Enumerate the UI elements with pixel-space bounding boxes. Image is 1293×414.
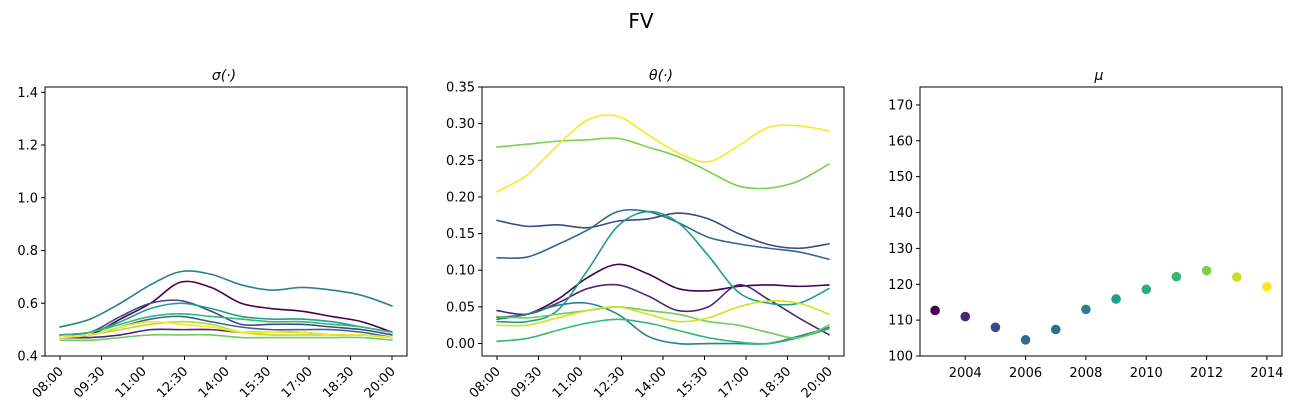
mu-scatter-point [1262, 281, 1272, 292]
sigma-series-line [59, 270, 393, 328]
theta-y-tick-label: 0.10 [446, 264, 475, 279]
sigma-series-line [59, 280, 393, 339]
theta-series-line [496, 301, 830, 345]
theta-series-line [496, 208, 830, 261]
mu-scatter-point [1231, 272, 1242, 282]
mu-x-tick-label: 2012 [1190, 366, 1223, 381]
mu-plot-frame [919, 86, 1283, 357]
sigma-x-tick-label: 20:00 [362, 364, 399, 401]
theta-series-line [496, 300, 830, 327]
sigma-x-tick-label: 15:30 [237, 364, 274, 401]
sigma-series-line [59, 320, 393, 339]
theta-chart-title: θ(·) [649, 68, 673, 84]
theta-series-line [496, 212, 830, 250]
theta-x-tick-label: 08:00 [467, 364, 504, 401]
sigma-series-line [59, 302, 393, 336]
theta-x-tick-label: 18:30 [757, 364, 794, 401]
theta-x-tick-label: 11:00 [550, 364, 587, 401]
sigma-plot-frame [44, 86, 408, 357]
mu-x-tick-label: 2010 [1130, 366, 1163, 381]
sigma-y-tick-label: 1.4 [17, 86, 38, 101]
theta-x-tick-label: 20:00 [799, 364, 836, 401]
sigma-x-tick-label: 08:00 [30, 364, 67, 401]
theta-x-tick-label: 17:00 [716, 364, 753, 401]
mu-y-tick-label: 160 [888, 134, 913, 149]
sigma-series-line [59, 333, 393, 342]
sigma-x-tick-label: 14:00 [196, 364, 233, 401]
mu-scatter-point [960, 311, 971, 322]
theta-y-tick-label: 0.25 [446, 154, 475, 169]
theta-y-tick-label: 0.05 [446, 300, 475, 315]
sigma-y-tick-label: 1.2 [17, 139, 38, 154]
sigma-x-tick-label: 17:00 [279, 364, 316, 401]
mu-scatter-point [1171, 271, 1182, 282]
mu-chart-title: μ [1094, 68, 1104, 84]
theta-series-line [496, 137, 830, 190]
theta-series-line [496, 114, 830, 193]
sigma-x-tick-label: 11:00 [113, 364, 150, 401]
theta-x-tick-label: 14:00 [633, 364, 670, 401]
theta-y-tick-label: 0.00 [446, 337, 475, 352]
sigma-y-tick-label: 0.4 [17, 350, 38, 365]
mu-x-tick-label: 2014 [1250, 366, 1283, 381]
mu-y-tick-label: 140 [888, 206, 913, 221]
mu-chart: μ 100 110 120 130 140 150 160 170 2004 2006 2008 20… [888, 68, 1283, 381]
sigma-chart: σ(·) 0.4 0.6 0.8 1.0 1.2 1.4 08:00 09:30 11:00 12… [17, 68, 408, 401]
sigma-x-tick-label: 12:30 [154, 364, 191, 401]
sigma-y-tick-label: 0.6 [17, 297, 38, 312]
sigma-series-line [59, 313, 393, 336]
theta-chart: θ(·) 0.00 0.05 0.10 0.15 0.20 0.25 0.30 0.35 08:… [446, 68, 845, 401]
theta-x-tick-label: 09:30 [508, 364, 545, 401]
theta-plot-frame [481, 86, 845, 357]
sigma-chart-title: σ(·) [212, 68, 236, 84]
mu-y-tick-label: 170 [888, 98, 913, 113]
mu-y-tick-label: 110 [888, 314, 913, 329]
theta-series-line [496, 318, 830, 345]
theta-y-tick-label: 0.20 [446, 190, 475, 205]
figure-title: FV [628, 9, 654, 33]
theta-series-line [496, 210, 830, 324]
mu-scatter-point [1020, 335, 1031, 345]
mu-x-tick-label: 2006 [1009, 366, 1042, 381]
theta-y-tick-label: 0.15 [446, 227, 475, 242]
sigma-x-tick-label: 09:30 [71, 364, 108, 401]
mu-x-tick-label: 2008 [1069, 366, 1102, 381]
theta-x-tick-label: 12:30 [591, 364, 628, 401]
sigma-y-tick-label: 0.8 [17, 244, 38, 259]
theta-x-tick-label: 15:30 [674, 364, 711, 401]
theta-series-line [496, 306, 830, 339]
mu-scatter-point [1081, 304, 1091, 315]
mu-y-tick-label: 120 [888, 278, 913, 293]
sigma-x-tick-label: 18:30 [320, 364, 357, 401]
mu-y-tick-label: 100 [888, 350, 913, 365]
sigma-y-tick-label: 1.0 [17, 191, 38, 206]
mu-scatter-point [1141, 284, 1152, 295]
mu-scatter-point [1050, 324, 1061, 335]
mu-y-tick-label: 130 [888, 242, 913, 257]
theta-series-line [496, 263, 830, 318]
mu-scatter-point [990, 322, 1001, 333]
mu-y-tick-label: 150 [888, 170, 913, 185]
mu-scatter-point [930, 305, 940, 316]
theta-y-tick-label: 0.35 [446, 81, 475, 96]
mu-scatter-point [1201, 265, 1212, 276]
mu-x-tick-label: 2004 [949, 366, 982, 381]
theta-y-tick-label: 0.30 [446, 117, 475, 132]
mu-scatter-point [1111, 294, 1121, 304]
